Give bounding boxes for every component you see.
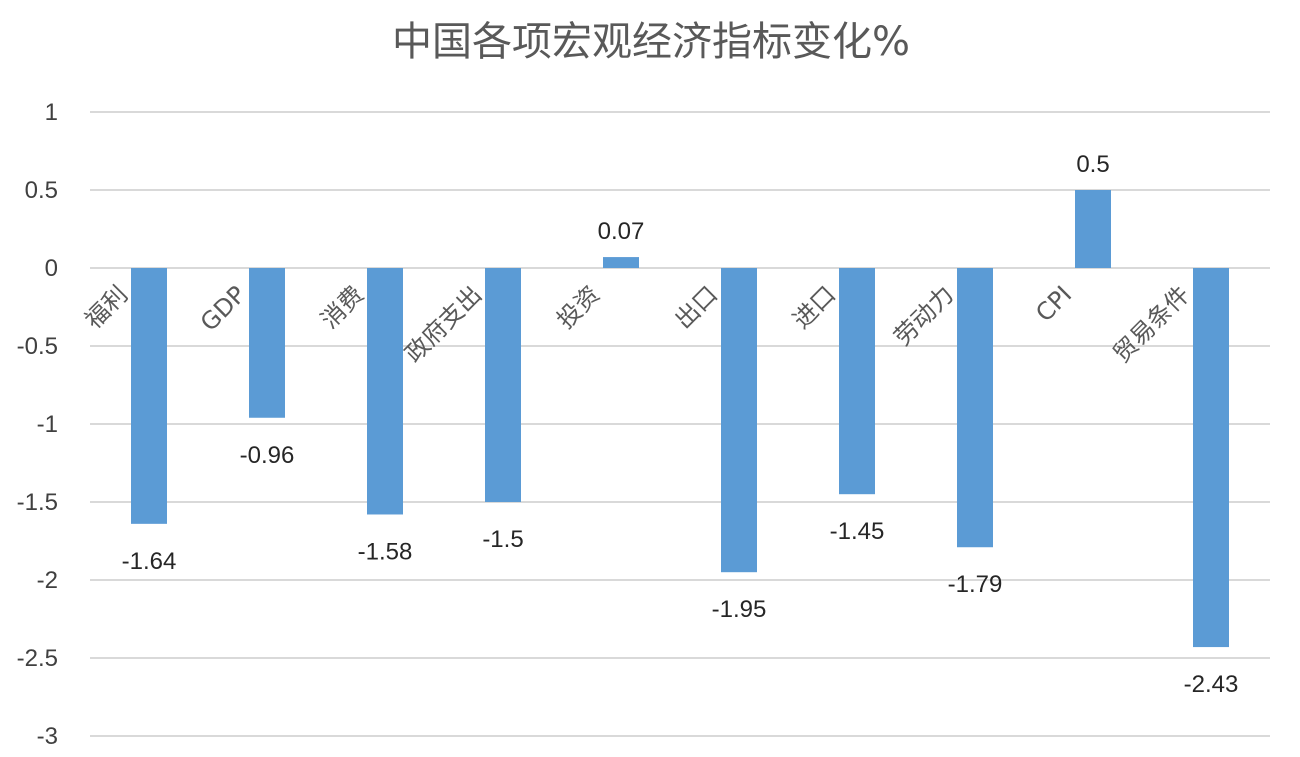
bar [367, 268, 403, 515]
bar [839, 268, 875, 495]
bar [131, 268, 167, 524]
category-label: 消费 [316, 280, 370, 334]
bar [603, 257, 639, 268]
bar [249, 268, 285, 418]
bar [1193, 268, 1229, 648]
y-tick-label: -1 [37, 411, 58, 438]
y-tick-label: -0.5 [17, 333, 58, 360]
bar [1075, 190, 1111, 268]
category-label: 福利 [80, 280, 134, 334]
data-label: -1.95 [712, 596, 767, 623]
category-label: CPI [1030, 280, 1077, 327]
data-label: -1.79 [948, 571, 1003, 598]
gridlines [90, 111, 1270, 737]
data-label: 0.07 [598, 218, 645, 245]
chart-title: 中国各项宏观经济指标变化% [392, 19, 910, 65]
bars [131, 190, 1229, 648]
data-labels: -1.64 -0.96 -1.58 -1.5 0.07 -1.95 -1.45 -1.79 0.… [122, 151, 1239, 698]
data-label: -0.96 [240, 442, 295, 469]
y-tick-label: 0 [45, 255, 58, 282]
y-tick-label: -2 [37, 567, 58, 594]
data-label: -1.45 [830, 518, 885, 545]
y-tick-label: 0.5 [25, 177, 58, 204]
data-label: 0.5 [1076, 151, 1109, 178]
category-label: 劳动力 [889, 280, 960, 351]
category-label: GDP [195, 280, 251, 336]
category-label: 出口 [670, 280, 724, 334]
data-label: -2.43 [1184, 671, 1239, 698]
y-axis-ticks: 1 0.5 0 -0.5 -1 -1.5 -2 -2.5 -3 [17, 99, 58, 750]
y-tick-label: -2.5 [17, 645, 58, 672]
y-tick-label: -3 [37, 723, 58, 750]
data-label: -1.58 [358, 538, 413, 565]
data-label: -1.64 [122, 548, 177, 575]
y-tick-label: 1 [45, 99, 58, 126]
data-label: -1.5 [482, 526, 523, 553]
category-labels: 福利 GDP 消费 政府支出 投资 出口 进口 劳动力 CPI 贸易条件 [80, 280, 1196, 368]
bar [721, 268, 757, 573]
bar [957, 268, 993, 548]
y-tick-label: -1.5 [17, 489, 58, 516]
category-label: 政府支出 [400, 280, 488, 368]
category-label: 贸易条件 [1108, 280, 1196, 368]
category-label: 进口 [788, 280, 842, 334]
bar [485, 268, 521, 502]
category-label: 投资 [552, 280, 606, 334]
